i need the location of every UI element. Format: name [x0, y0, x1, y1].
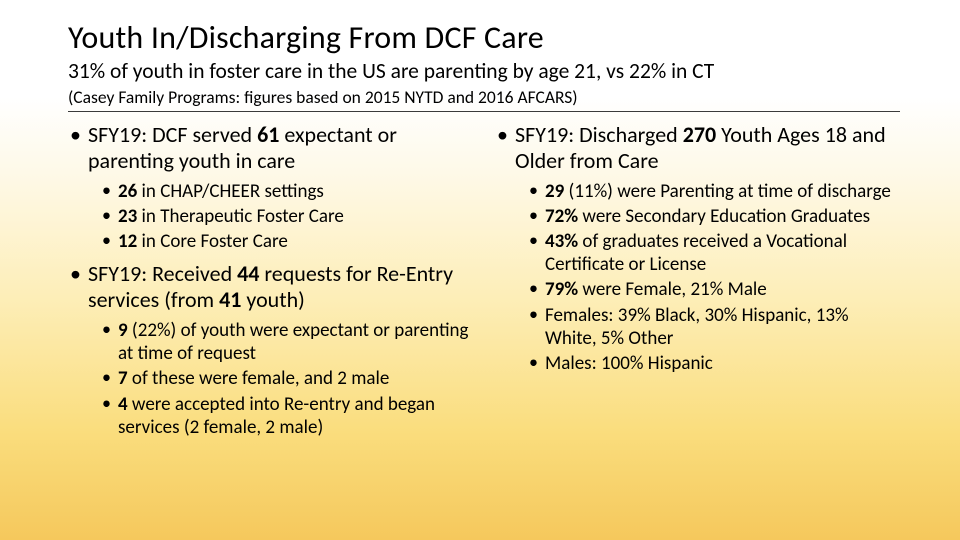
text: SFY19: DCF served	[88, 121, 257, 148]
list-item: SFY19: Discharged 270 Youth Ages 18 and …	[495, 122, 900, 375]
list-item: Males: 100% Hispanic	[515, 352, 900, 375]
bold-number: 29	[545, 180, 564, 203]
list-item: 72% were Secondary Education Graduates	[515, 205, 900, 228]
text: in Therapeutic Foster Care	[137, 205, 344, 228]
source-note: (Casey Family Programs: figures based on…	[68, 86, 900, 108]
text: youth)	[241, 286, 304, 313]
text: Females: 39% Black, 30% Hispanic, 13% Wh…	[545, 304, 849, 350]
slide: Youth In/Discharging From DCF Care 31% o…	[0, 0, 960, 540]
content-columns: SFY19: DCF served 61 expectant or parent…	[68, 122, 900, 447]
bold-number: 61	[257, 121, 279, 148]
text: of these were female, and 2 male	[128, 367, 390, 390]
bold-number: 26	[118, 180, 137, 203]
list-item: 26 in CHAP/CHEER settings	[88, 180, 473, 203]
text: (11%) were Parenting at time of discharg…	[564, 180, 891, 203]
text: were Secondary Education Graduates	[578, 205, 870, 228]
slide-title: Youth In/Discharging From DCF Care	[68, 18, 900, 57]
text: in Core Foster Care	[137, 230, 288, 253]
list-item: 29 (11%) were Parenting at time of disch…	[515, 180, 900, 203]
text: (22%) of youth were expectant or parenti…	[118, 319, 468, 365]
list-item: SFY19: Received 44 requests for Re-Entry…	[68, 261, 473, 439]
right-column: SFY19: Discharged 270 Youth Ages 18 and …	[495, 122, 900, 447]
list-item: SFY19: DCF served 61 expectant or parent…	[68, 122, 473, 253]
text: Males: 100% Hispanic	[545, 352, 713, 375]
divider	[68, 111, 900, 112]
left-column: SFY19: DCF served 61 expectant or parent…	[68, 122, 473, 447]
list-item: Females: 39% Black, 30% Hispanic, 13% Wh…	[515, 304, 900, 350]
text: were accepted into Re-entry and began se…	[118, 393, 435, 439]
bold-number: 23	[118, 205, 137, 228]
slide-subtitle: 31% of youth in foster care in the US ar…	[68, 59, 900, 85]
list-item: 4 were accepted into Re-entry and began …	[88, 393, 473, 439]
bold-number: 44	[237, 260, 259, 287]
list-item: 7 of these were female, and 2 male	[88, 367, 473, 390]
text: SFY19: Received	[88, 260, 237, 287]
bold-number: 12	[118, 230, 137, 253]
list-item: 23 in Therapeutic Foster Care	[88, 205, 473, 228]
text: were Female, 21% Male	[578, 278, 767, 301]
bold-number: 72%	[545, 205, 578, 228]
bold-number: 9	[118, 319, 128, 342]
bold-number: 7	[118, 367, 128, 390]
bold-number: 41	[219, 286, 241, 313]
bold-number: 79%	[545, 278, 578, 301]
bold-number: 4	[118, 393, 128, 416]
text: of graduates received a Vocational Certi…	[545, 230, 847, 276]
text: SFY19: Discharged	[515, 121, 683, 148]
list-item: 79% were Female, 21% Male	[515, 278, 900, 301]
bold-number: 43%	[545, 230, 578, 253]
list-item: 9 (22%) of youth were expectant or paren…	[88, 319, 473, 365]
list-item: 43% of graduates received a Vocational C…	[515, 230, 900, 276]
list-item: 12 in Core Foster Care	[88, 230, 473, 253]
text: in CHAP/CHEER settings	[137, 180, 324, 203]
bold-number: 270	[683, 121, 716, 148]
